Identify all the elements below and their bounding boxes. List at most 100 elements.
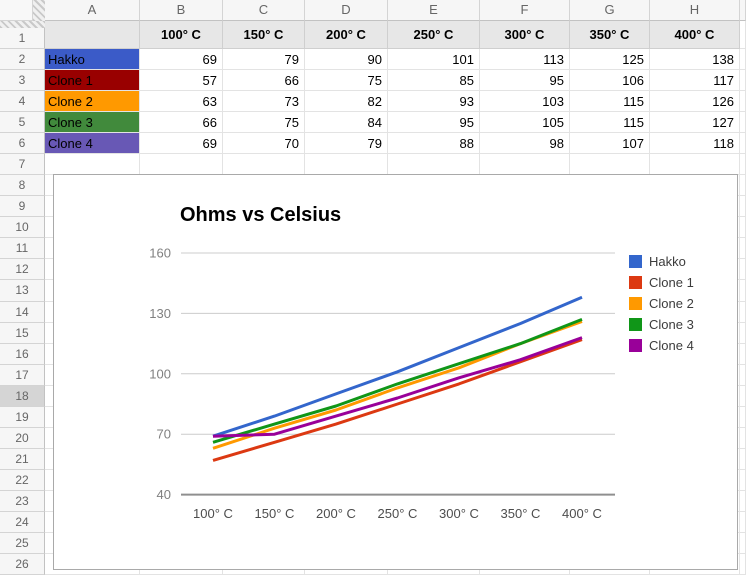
cell-H1[interactable]: 400° C	[650, 21, 740, 50]
cell-I10[interactable]	[740, 217, 746, 239]
cell-I18[interactable]	[740, 385, 746, 407]
column-header-C[interactable]: C	[223, 0, 305, 21]
cell-G3[interactable]: 106	[570, 70, 650, 92]
cell-B4[interactable]: 63	[140, 91, 223, 113]
cell-I8[interactable]	[740, 175, 746, 197]
row-header-11[interactable]: 11	[0, 238, 45, 260]
cell-I3[interactable]	[740, 70, 746, 92]
cell-H4[interactable]: 126	[650, 91, 740, 113]
row-header-26[interactable]: 26	[0, 554, 45, 575]
row-header-22[interactable]: 22	[0, 469, 45, 491]
row-header-7[interactable]: 7	[0, 154, 45, 176]
cell-I20[interactable]	[740, 427, 746, 449]
row-header-2[interactable]: 2	[0, 49, 45, 71]
cell-B3[interactable]: 57	[140, 70, 223, 92]
row-header-19[interactable]: 19	[0, 406, 45, 428]
cell-G4[interactable]: 115	[570, 91, 650, 113]
cell-E3[interactable]: 85	[388, 70, 480, 92]
cell-I21[interactable]	[740, 448, 746, 470]
row-header-15[interactable]: 15	[0, 322, 45, 344]
column-header-B[interactable]: B	[140, 0, 223, 21]
cell-A1[interactable]	[45, 21, 140, 50]
cell-C4[interactable]: 73	[223, 91, 305, 113]
cell-I6[interactable]	[740, 133, 746, 155]
cell-H5[interactable]: 127	[650, 112, 740, 134]
row-header-10[interactable]: 10	[0, 217, 45, 239]
cell-G6[interactable]: 107	[570, 133, 650, 155]
cell-F2[interactable]: 113	[480, 49, 570, 71]
cell-C5[interactable]: 75	[223, 112, 305, 134]
cell-I7[interactable]	[740, 154, 746, 176]
cell-I5[interactable]	[740, 112, 746, 134]
cell-E1[interactable]: 250° C	[388, 21, 480, 50]
row-header-5[interactable]: 5	[0, 112, 45, 134]
cell-D2[interactable]: 90	[305, 49, 388, 71]
cell-I13[interactable]	[740, 280, 746, 302]
row-header-21[interactable]: 21	[0, 448, 45, 470]
cell-A7[interactable]	[45, 154, 140, 176]
cell-E4[interactable]: 93	[388, 91, 480, 113]
cell-A4[interactable]: Clone 2	[45, 91, 140, 113]
row-header-14[interactable]: 14	[0, 301, 45, 323]
cell-B5[interactable]: 66	[140, 112, 223, 134]
cell-F7[interactable]	[480, 154, 570, 176]
cell-B6[interactable]: 69	[140, 133, 223, 155]
cell-E6[interactable]: 88	[388, 133, 480, 155]
cell-B2[interactable]: 69	[140, 49, 223, 71]
cell-D1[interactable]: 200° C	[305, 21, 388, 50]
cell-H2[interactable]: 138	[650, 49, 740, 71]
row-header-16[interactable]: 16	[0, 343, 45, 365]
row-header-25[interactable]: 25	[0, 532, 45, 554]
cell-H7[interactable]	[650, 154, 740, 176]
cell-E7[interactable]	[388, 154, 480, 176]
cell-I14[interactable]	[740, 301, 746, 323]
row-header-17[interactable]: 17	[0, 364, 45, 386]
cell-I17[interactable]	[740, 364, 746, 386]
cell-G5[interactable]: 115	[570, 112, 650, 134]
cell-I4[interactable]	[740, 91, 746, 113]
cell-B1[interactable]: 100° C	[140, 21, 223, 50]
cell-D7[interactable]	[305, 154, 388, 176]
row-header-8[interactable]: 8	[0, 175, 45, 197]
cell-I16[interactable]	[740, 343, 746, 365]
column-header-A[interactable]: A	[45, 0, 140, 21]
cell-D5[interactable]: 84	[305, 112, 388, 134]
freeze-row-handle[interactable]	[0, 21, 45, 28]
row-header-12[interactable]: 12	[0, 259, 45, 281]
cell-I25[interactable]	[740, 532, 746, 554]
cell-B7[interactable]	[140, 154, 223, 176]
row-header-13[interactable]: 13	[0, 280, 45, 302]
cell-I15[interactable]	[740, 322, 746, 344]
column-header-F[interactable]: F	[480, 0, 570, 21]
row-header-4[interactable]: 4	[0, 91, 45, 113]
cell-H6[interactable]: 118	[650, 133, 740, 155]
cell-I23[interactable]	[740, 490, 746, 512]
cell-G1[interactable]: 350° C	[570, 21, 650, 50]
column-header-E[interactable]: E	[388, 0, 480, 21]
row-header-6[interactable]: 6	[0, 133, 45, 155]
cell-A2[interactable]: Hakko	[45, 49, 140, 71]
cell-F5[interactable]: 105	[480, 112, 570, 134]
row-header-1[interactable]: 1	[0, 28, 45, 50]
cell-C3[interactable]: 66	[223, 70, 305, 92]
cell-I12[interactable]	[740, 259, 746, 281]
freeze-column-handle[interactable]	[33, 0, 45, 21]
chart[interactable]: Ohms vs Celsius 40 70 100 130 160 100° C 150° …	[53, 174, 738, 570]
row-header-20[interactable]: 20	[0, 427, 45, 449]
cell-F3[interactable]: 95	[480, 70, 570, 92]
cell-I2[interactable]	[740, 49, 746, 71]
cell-F1[interactable]: 300° C	[480, 21, 570, 50]
cell-I9[interactable]	[740, 196, 746, 218]
cell-I26[interactable]	[740, 554, 746, 575]
cell-I1[interactable]	[740, 21, 746, 50]
column-header-G[interactable]: G	[570, 0, 650, 21]
cell-I11[interactable]	[740, 238, 746, 260]
row-header-18[interactable]: 18	[0, 385, 45, 407]
cell-E5[interactable]: 95	[388, 112, 480, 134]
row-header-24[interactable]: 24	[0, 511, 45, 533]
cell-I22[interactable]	[740, 469, 746, 491]
cell-E2[interactable]: 101	[388, 49, 480, 71]
cell-C1[interactable]: 150° C	[223, 21, 305, 50]
cell-D6[interactable]: 79	[305, 133, 388, 155]
cell-D4[interactable]: 82	[305, 91, 388, 113]
